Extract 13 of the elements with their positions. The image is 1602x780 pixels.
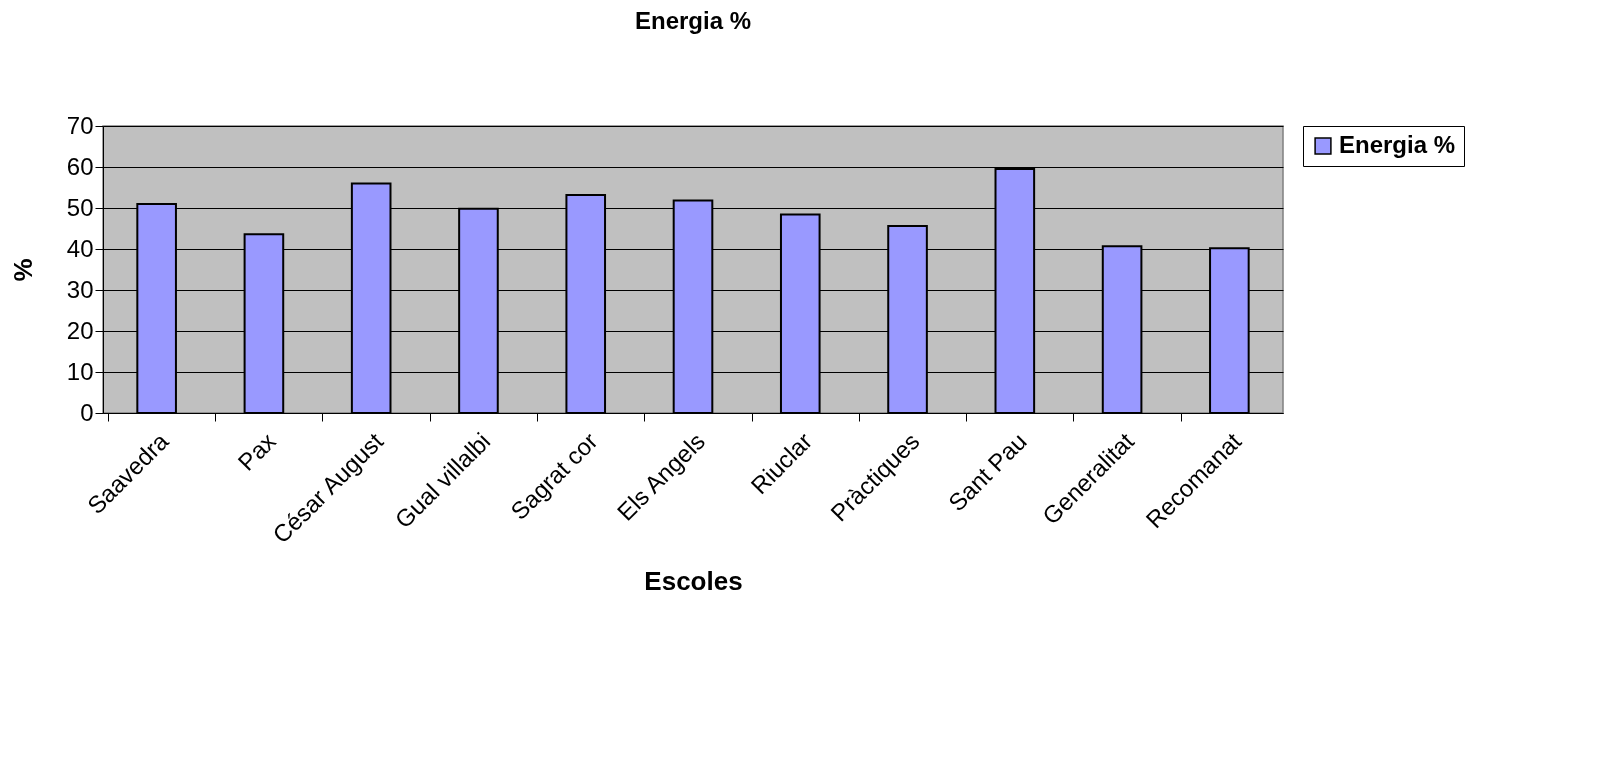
y-tick-label: 0: [80, 398, 94, 426]
x-axis-title: Escoles: [644, 566, 743, 597]
y-axis-title: %: [7, 258, 38, 282]
y-tick-label: 20: [66, 316, 94, 344]
y-tick-label: 60: [66, 152, 94, 180]
chart-title: Energia %: [634, 7, 752, 34]
y-tick-label: 50: [66, 193, 94, 221]
y-tick-label: 30: [66, 275, 94, 303]
legend-label: Energia %: [1339, 131, 1456, 158]
y-tick-label: 40: [66, 234, 94, 262]
y-tick-label: 10: [66, 357, 94, 385]
x-tick-label: Pax: [232, 427, 281, 476]
y-tick-label: 70: [66, 111, 94, 139]
